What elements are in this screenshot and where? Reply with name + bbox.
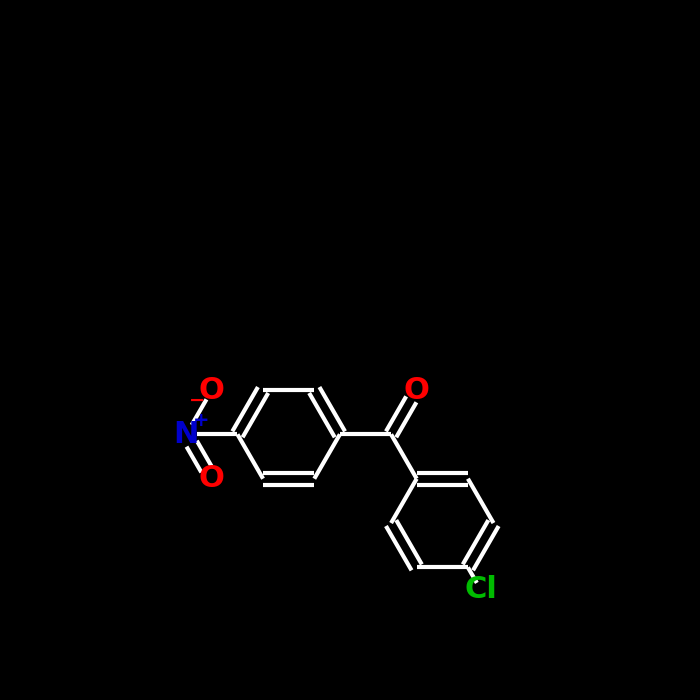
Text: Cl: Cl bbox=[464, 575, 497, 604]
Text: O: O bbox=[199, 375, 225, 405]
Text: −: − bbox=[188, 391, 205, 410]
Text: N: N bbox=[174, 420, 199, 449]
Text: +: + bbox=[193, 412, 209, 430]
Text: O: O bbox=[404, 375, 430, 405]
Text: O: O bbox=[199, 464, 225, 494]
